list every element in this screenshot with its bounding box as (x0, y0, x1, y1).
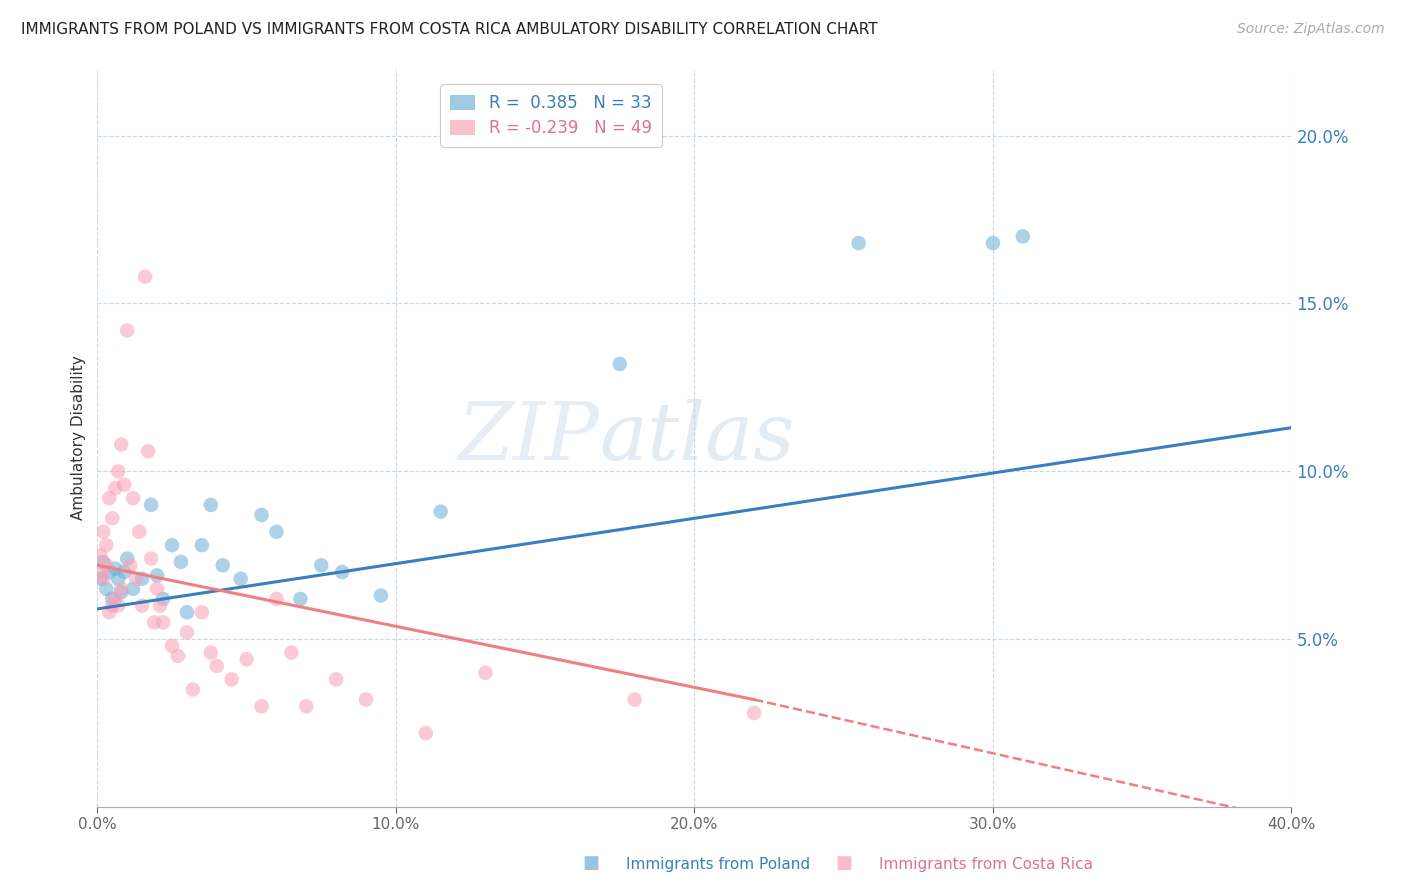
Point (370, 589, 392, 603)
Point (200, 498, 222, 512)
Point (125, 572, 148, 586)
Point (128, 524, 150, 539)
Text: Source: ZipAtlas.com: Source: ZipAtlas.com (1237, 22, 1385, 37)
Point (146, 582, 169, 596)
Point (325, 673, 347, 687)
Point (609, 357, 631, 371)
Point (176, 605, 198, 619)
Point (96, 538, 118, 552)
Point (221, 673, 243, 687)
Point (136, 444, 159, 458)
Point (266, 524, 288, 539)
Point (112, 565, 135, 579)
Point (330, 565, 353, 579)
Point (104, 591, 127, 606)
Point (1011, 229, 1033, 244)
Text: Immigrants from Costa Rica: Immigrants from Costa Rica (879, 857, 1092, 872)
Point (91, 524, 114, 539)
Point (112, 477, 135, 491)
Point (149, 599, 172, 613)
Point (415, 726, 437, 740)
Point (160, 538, 183, 552)
Point (107, 599, 129, 613)
Point (139, 551, 162, 566)
Point (250, 508, 273, 522)
Point (91, 555, 114, 569)
Point (211, 558, 233, 573)
Point (107, 464, 129, 478)
Point (104, 562, 127, 576)
Point (742, 706, 765, 720)
Point (623, 692, 645, 706)
Point (235, 652, 257, 666)
Point (280, 646, 302, 660)
Point (89, 548, 111, 562)
Point (152, 615, 174, 630)
Point (110, 437, 132, 451)
Point (101, 591, 124, 606)
Point (143, 615, 166, 630)
Point (152, 591, 174, 606)
Point (229, 572, 252, 586)
Point (191, 605, 214, 619)
Point (309, 558, 332, 573)
Point (98, 605, 121, 619)
Point (295, 699, 318, 714)
Point (131, 599, 153, 613)
Point (89, 565, 111, 579)
Point (205, 659, 228, 673)
Point (354, 692, 377, 706)
Point (429, 505, 451, 519)
Text: ■: ■ (835, 855, 852, 872)
Point (101, 511, 124, 525)
Point (101, 599, 124, 613)
Point (139, 498, 162, 512)
Legend: R =  0.385   N = 33, R = -0.239   N = 49: R = 0.385 N = 33, R = -0.239 N = 49 (440, 84, 662, 147)
Point (848, 235, 870, 250)
Point (115, 323, 138, 337)
Text: ZIP: ZIP (457, 399, 599, 476)
Point (122, 582, 145, 596)
Point (110, 582, 132, 596)
Point (115, 551, 138, 566)
Y-axis label: Ambulatory Disability: Ambulatory Disability (72, 355, 86, 520)
Point (200, 646, 222, 660)
Point (176, 625, 198, 640)
Point (104, 481, 127, 495)
Point (107, 572, 129, 586)
Text: Immigrants from Poland: Immigrants from Poland (626, 857, 810, 872)
Text: ■: ■ (582, 855, 599, 872)
Point (250, 699, 273, 714)
Point (170, 555, 193, 569)
Point (146, 568, 169, 582)
Point (89, 572, 111, 586)
Point (290, 591, 312, 606)
Point (167, 648, 190, 663)
Point (474, 665, 496, 680)
Point (191, 538, 214, 552)
Text: atlas: atlas (599, 399, 794, 476)
Point (91, 572, 114, 586)
Point (96, 558, 118, 573)
Point (122, 491, 145, 505)
Point (981, 235, 1004, 250)
Point (96, 582, 118, 596)
Point (160, 639, 183, 653)
Point (181, 682, 204, 697)
Point (98, 565, 121, 579)
Point (98, 491, 121, 505)
Point (120, 558, 142, 573)
Point (134, 269, 156, 284)
Text: IMMIGRANTS FROM POLAND VS IMMIGRANTS FROM COSTA RICA AMBULATORY DISABILITY CORRE: IMMIGRANTS FROM POLAND VS IMMIGRANTS FRO… (21, 22, 877, 37)
Point (110, 585, 132, 599)
Point (131, 572, 153, 586)
Point (266, 591, 288, 606)
